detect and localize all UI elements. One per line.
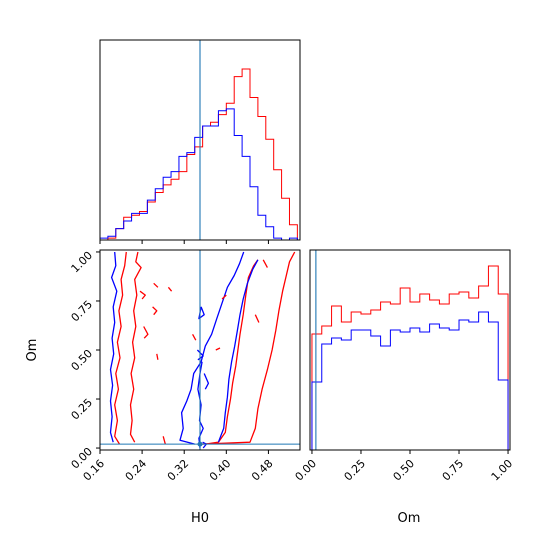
contour-island-blue-15 [202,441,207,449]
tick-label-h0: 0.48 [249,457,276,484]
contour-island-red-9 [254,314,260,323]
contour-red-outer-right [201,251,296,445]
contour-island-red-6 [192,333,197,341]
contour-island-red-1 [153,282,159,288]
tick-label-om-y: 1.00 [69,249,96,276]
contour-island-blue-14 [203,373,210,390]
x-axis-title-om: Om [398,511,421,526]
contour-red-inner-left [129,251,142,443]
contour-island-red-2 [167,286,173,292]
tick-label-om-x: 0.75 [440,457,467,484]
tick-label-om-y: 0.25 [69,396,96,423]
tick-label-om-y: 0.50 [69,347,96,374]
contour-red-outer-left [114,251,127,445]
tick-label-om-y: 0.75 [69,298,96,325]
tick-label-om-x: 0.00 [293,457,320,484]
contour-island-red-8 [221,294,227,300]
hist-h0-red [100,68,298,240]
y-axis-title-om: Om [25,339,40,362]
tick-label-h0: 0.24 [123,457,150,484]
tick-label-h0: 0.32 [165,457,192,484]
panel-frame-right [309,249,511,451]
contour-blue-outer-right [179,251,245,445]
contour-red-inner-right [205,259,259,445]
contour-island-red-3 [152,306,158,316]
x-axis-title-h0: H0 [191,511,209,526]
contour-island-red-10 [262,259,268,268]
contour-island-red-0 [139,290,146,300]
hist-om-red [311,265,509,450]
contour-island-red-11 [162,436,166,445]
contour-island-red-4 [143,326,149,339]
panel-frame-top [99,39,301,241]
hist-om-blue [311,311,509,450]
tick-label-om-x: 0.25 [342,457,369,484]
tick-label-h0: 0.40 [207,457,234,484]
tick-label-om-x: 1.00 [489,457,516,484]
contour-blue-inner-right [217,259,259,443]
contour-island-red-5 [156,353,159,360]
hist-h0-blue [100,108,298,240]
tick-label-om-x: 0.50 [391,457,418,484]
contour-blue-outer-left [109,251,118,443]
contour-island-red-7 [215,347,221,351]
truth-point [197,441,203,447]
